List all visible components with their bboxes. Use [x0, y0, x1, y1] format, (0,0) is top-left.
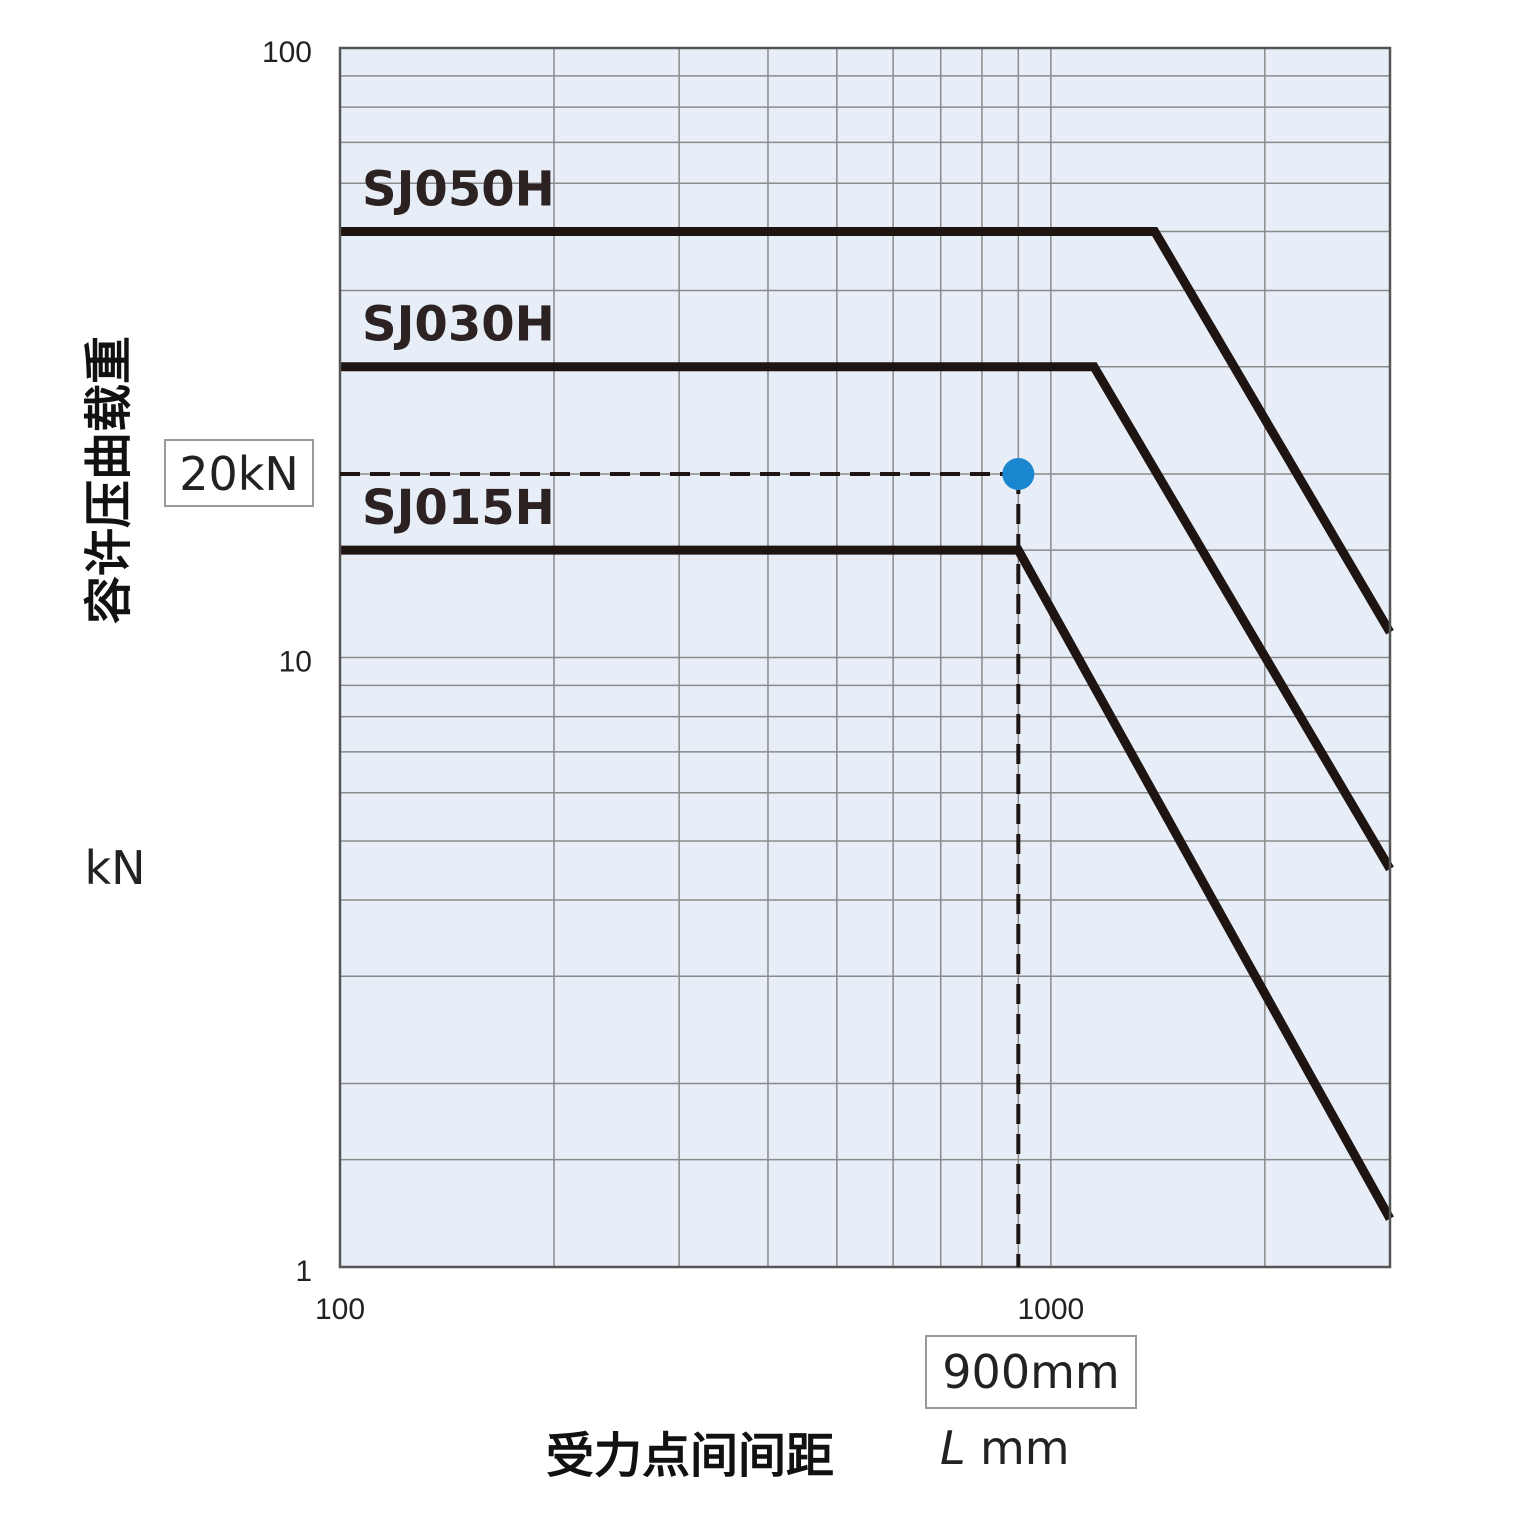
series-label-sj015h: SJ015H: [362, 480, 555, 536]
reference-marker: 20kN 900mm: [164, 439, 1137, 1409]
series-labels: SJ050H SJ030H SJ015H: [362, 161, 555, 536]
reference-y-label-box: [164, 439, 314, 508]
x-axis-unit: mm: [980, 1421, 1070, 1475]
y-tick-label: 100: [262, 36, 312, 69]
reference-y-label: 20kN: [179, 447, 299, 501]
y-tick-label: 10: [279, 646, 312, 679]
series-label-sj030h: SJ030H: [362, 297, 555, 353]
plot-border: [338, 46, 1392, 1269]
x-tick-label: 1000: [1017, 1293, 1084, 1326]
tick-labels: 1 10 100 100 1000: [262, 36, 1084, 1326]
series-line-sj030h: [340, 362, 1394, 872]
x-axis-title: 受力点间间距: [546, 1428, 834, 1484]
y-tick-label: 1: [295, 1255, 312, 1288]
reference-point: [1002, 458, 1035, 491]
reference-x-label: 900mm: [942, 1345, 1119, 1399]
y-axis-title: 容许压曲载重: [81, 336, 137, 624]
y-axis-unit: kN: [84, 841, 145, 895]
x-tick-label: 100: [315, 1293, 365, 1326]
x-axis-unit-symbol: L: [940, 1421, 966, 1475]
reference-x-label-box: [925, 1335, 1137, 1409]
series-label-sj050h: SJ050H: [362, 161, 555, 217]
series-line-sj050h: [340, 226, 1394, 635]
